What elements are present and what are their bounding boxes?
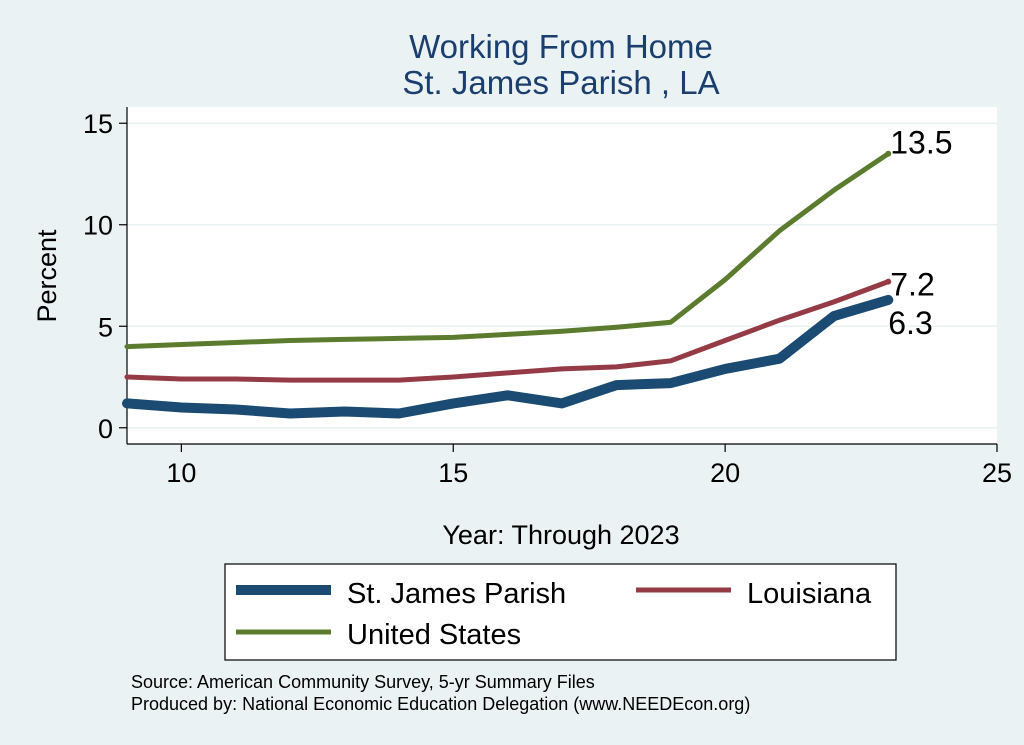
chart-subtitle: St. James Parish , LA — [402, 64, 719, 101]
axes — [126, 107, 997, 445]
legend-label-louisiana: Louisiana — [747, 578, 872, 610]
legend-box — [224, 563, 897, 661]
end-labels: 6.37.2 13.5 — [885, 125, 953, 341]
y-tick-label: 10 — [83, 211, 113, 241]
legend-label-united-states: United States — [347, 619, 521, 651]
end-value-label: 6.3 — [888, 305, 932, 341]
x-axis-title: Year: Through 2023 — [442, 520, 679, 550]
end-value-label: 13.5 — [890, 125, 952, 161]
legend: St. James Parish Louisiana United States — [224, 563, 897, 661]
produced-by-note: Produced by: National Economic Education… — [131, 694, 750, 714]
series-lines — [122, 151, 894, 419]
plot-area — [127, 107, 997, 444]
chart-title: Working From Home — [409, 28, 713, 65]
series-line-st-james-parish — [122, 294, 894, 419]
source-note: Source: American Community Survey, 5-yr … — [131, 672, 595, 692]
end-point-marker — [885, 296, 892, 303]
y-tick-label: 0 — [98, 414, 113, 444]
grid-lines — [127, 122, 997, 429]
series-line-louisiana — [124, 279, 891, 383]
series-line-united-states — [124, 151, 891, 350]
x-tick-label: 10 — [166, 458, 196, 488]
y-tick-label: 5 — [98, 312, 113, 342]
y-ticks: 0 5 10 15 — [83, 109, 127, 444]
x-ticks: 10 15 20 25 — [166, 444, 1012, 488]
x-tick-label: 25 — [982, 458, 1012, 488]
end-point-marker — [885, 278, 892, 285]
end-value-label: 7.2 — [890, 267, 934, 303]
y-axis-title: Percent — [32, 229, 62, 323]
x-tick-label: 20 — [710, 458, 740, 488]
y-tick-label: 15 — [83, 109, 113, 139]
end-point-marker — [885, 150, 892, 157]
x-tick-label: 15 — [438, 458, 468, 488]
legend-label-st-james: St. James Parish — [347, 578, 566, 610]
